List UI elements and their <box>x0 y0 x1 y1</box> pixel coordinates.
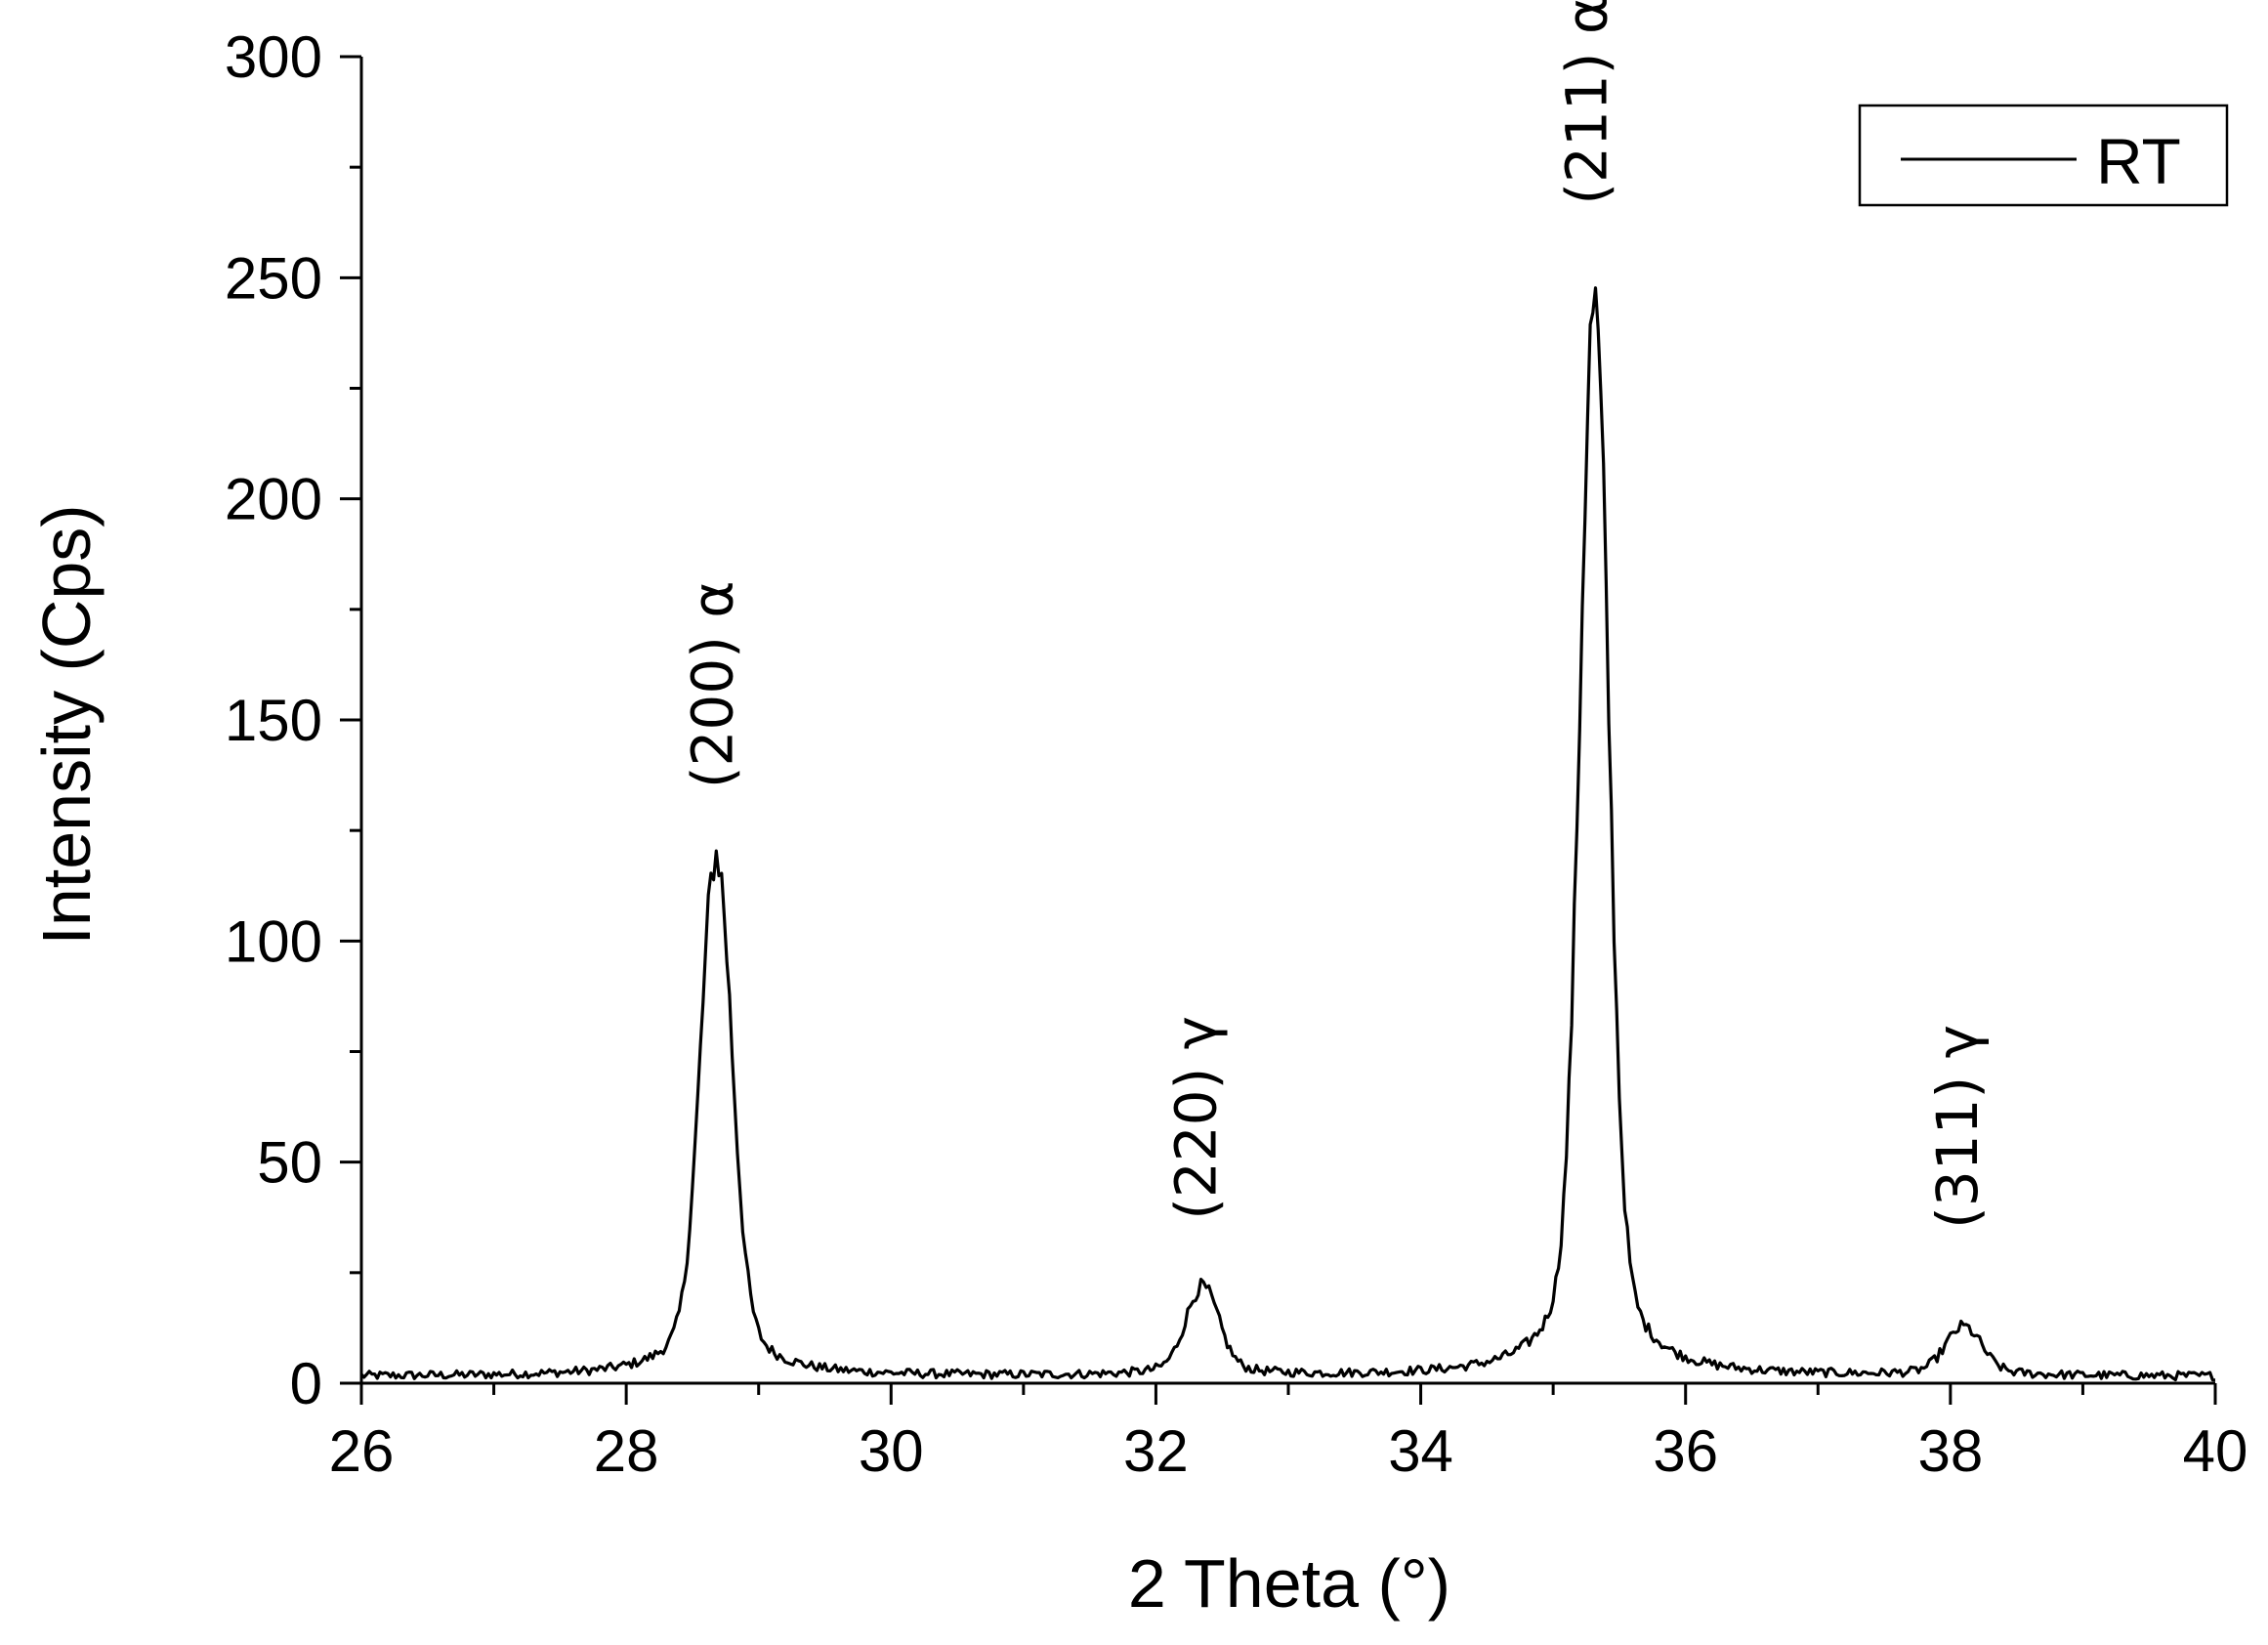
tick-labels: 26 28 30 32 34 36 38 40 0 50 100 150 200 250 300 <box>225 24 2247 1484</box>
x-tick-label: 40 <box>2183 1418 2248 1484</box>
peak-annotations: (200) α (220) γ (211) α (311) γ <box>680 0 1991 1229</box>
x-tick-label: 30 <box>859 1418 924 1484</box>
series-layer <box>359 286 2216 1382</box>
series-line-rt <box>359 286 2216 1382</box>
y-tick-label: 150 <box>225 688 322 753</box>
y-tick-label: 100 <box>225 908 322 974</box>
y-tick-label: 250 <box>225 245 322 311</box>
y-tick-label: 0 <box>290 1351 322 1416</box>
x-tick-label: 34 <box>1388 1418 1453 1484</box>
x-tick-label: 28 <box>594 1418 659 1484</box>
peak-label: (311) γ <box>1924 1025 1991 1229</box>
x-tick-label: 32 <box>1123 1418 1189 1484</box>
x-tick-label: 38 <box>1917 1418 1983 1484</box>
y-tick-label: 200 <box>225 467 322 532</box>
y-axis-title: Intensity (Cps) <box>28 504 105 945</box>
peak-label: (220) γ <box>1162 1016 1229 1220</box>
x-tick-label: 26 <box>329 1418 395 1484</box>
legend-box <box>1858 104 2229 207</box>
y-tick-label: 300 <box>225 24 322 90</box>
legend: RT <box>1858 104 2229 207</box>
peak-label: (200) α <box>680 580 746 788</box>
peak-label: (211) α <box>1553 0 1619 205</box>
x-axis-title: 2 Theta (°) <box>1128 1545 1450 1622</box>
legend-label-rt: RT <box>2096 125 2181 197</box>
x-tick-label: 36 <box>1653 1418 1718 1484</box>
y-tick-label: 50 <box>257 1130 322 1196</box>
ticks <box>340 55 2217 1405</box>
